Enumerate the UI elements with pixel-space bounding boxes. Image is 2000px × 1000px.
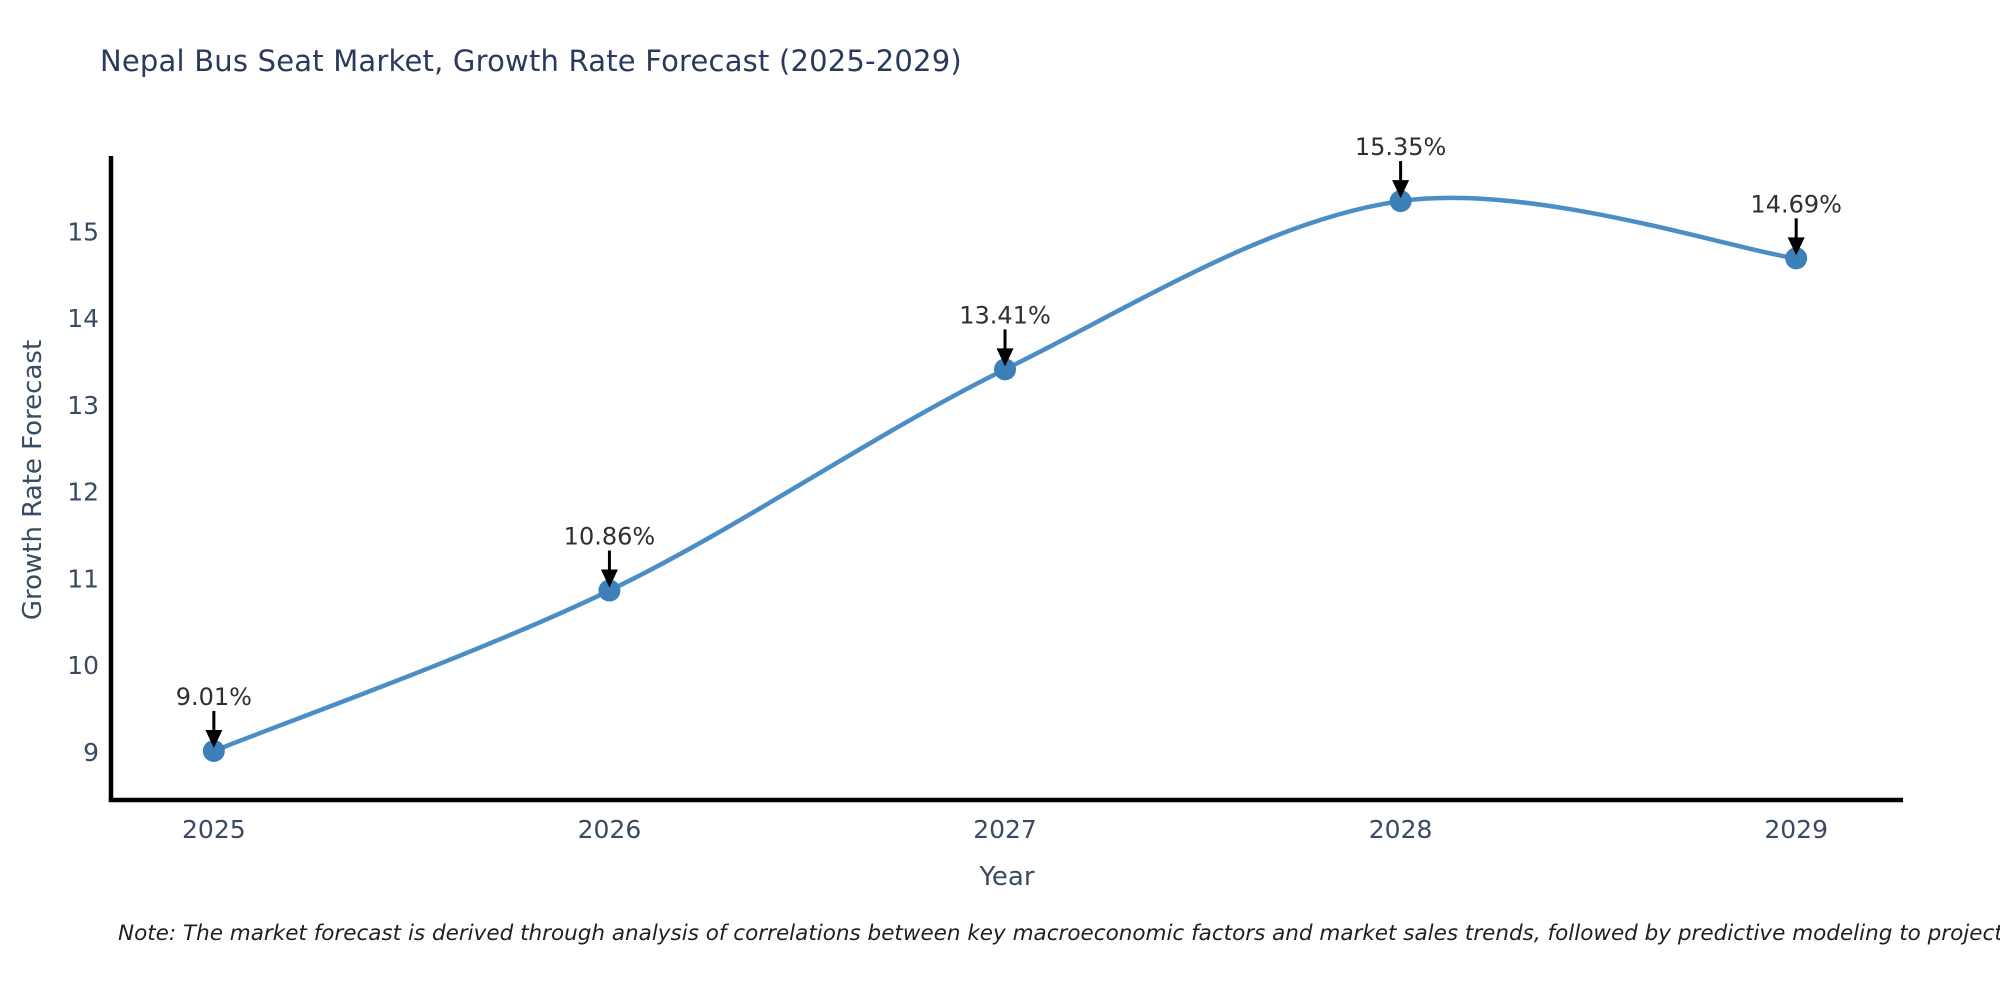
annotation-arrowhead <box>600 569 618 588</box>
x-tick-label: 2025 <box>182 815 246 844</box>
x-tick-label: 2029 <box>1764 815 1828 844</box>
y-tick-label: 10 <box>67 651 99 680</box>
forecast-line <box>211 195 1799 754</box>
data-point-marker <box>1389 190 1412 213</box>
x-axis-title: Year <box>979 862 1035 892</box>
y-tick-label: 13 <box>67 391 99 420</box>
annotation-label: 15.35% <box>1355 133 1447 161</box>
x-tick-label: 2027 <box>973 815 1037 844</box>
y-tick-label: 11 <box>67 564 99 593</box>
data-point-marker <box>598 579 621 602</box>
y-tick-label: 9 <box>83 738 99 767</box>
annotation-label: 9.01% <box>176 683 252 711</box>
annotation-arrowhead <box>1392 180 1410 199</box>
annotation-arrowhead <box>1787 237 1805 256</box>
y-tick-label: 14 <box>67 304 99 333</box>
chart-title: Nepal Bus Seat Market, Growth Rate Forec… <box>100 44 962 78</box>
annotation-label: 13.41% <box>959 301 1051 329</box>
data-point-marker <box>994 358 1017 381</box>
x-tick-label: 2028 <box>1369 815 1433 844</box>
data-point-marker <box>202 739 225 762</box>
y-tick-label: 15 <box>67 217 99 246</box>
annotation-label: 14.69% <box>1750 190 1842 218</box>
annotation-arrowhead <box>205 729 223 748</box>
data-point-marker <box>1785 247 1808 270</box>
x-tick-label: 2026 <box>578 815 642 844</box>
annotation-label: 10.86% <box>564 523 656 551</box>
y-axis-title: Growth Rate Forecast <box>18 339 48 621</box>
footnote: Note: The market forecast is derived thr… <box>118 921 2000 946</box>
annotation-arrowhead <box>996 348 1014 367</box>
y-tick-label: 12 <box>67 478 99 507</box>
